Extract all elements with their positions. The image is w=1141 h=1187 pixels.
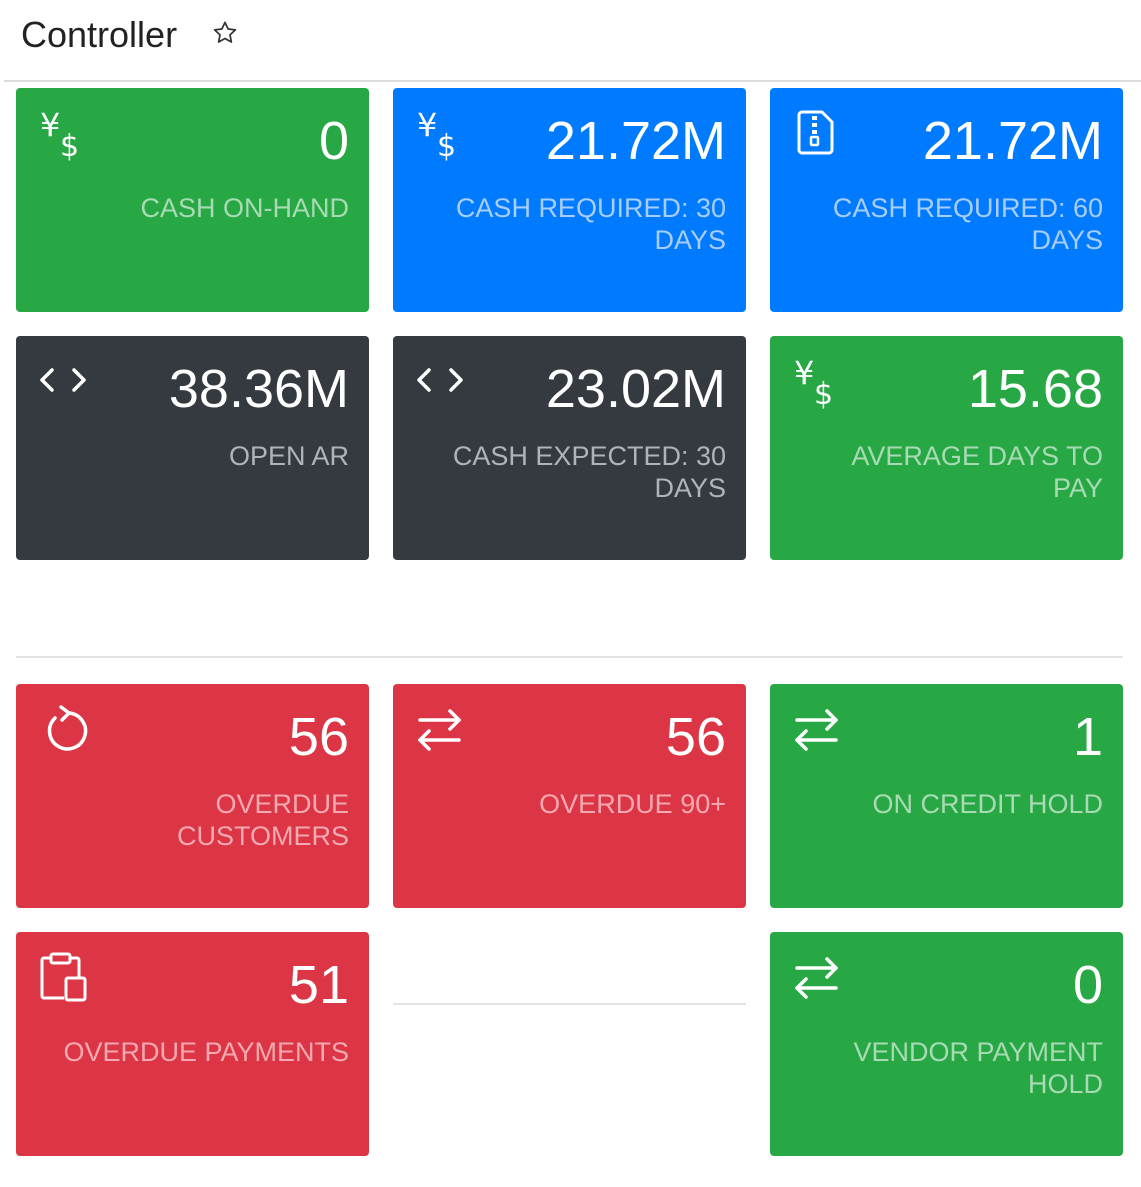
clipboard-icon xyxy=(40,952,87,1002)
tile-value: 21.72M xyxy=(545,111,726,171)
tile-value: 56 xyxy=(665,707,726,767)
tile-label: CASH REQUIRED: 60 DAYS xyxy=(832,193,1103,255)
refresh-icon xyxy=(47,705,88,751)
svg-text:¥: ¥ xyxy=(794,356,814,392)
star-icon[interactable] xyxy=(210,16,240,50)
tile-overdue-payments[interactable]: 51 OVERDUE PAYMENTS xyxy=(16,932,369,1156)
transfer-arrows-icon xyxy=(795,709,838,751)
page-header: Controller xyxy=(4,0,1141,82)
tile-value: 0 xyxy=(318,111,349,171)
transfer-arrows-icon xyxy=(795,957,838,999)
svg-text:$: $ xyxy=(60,129,79,162)
tile-label: CASH EXPECTED: 30 DAYS xyxy=(452,441,726,503)
tile-vendor-payment-hold[interactable]: 0 VENDOR PAYMENT HOLD xyxy=(770,932,1123,1156)
tile-cash-required-60[interactable]: 21.72M CASH REQUIRED: 60 DAYS xyxy=(770,88,1123,312)
tile-value: 1 xyxy=(1072,707,1103,767)
tile-cash-required-30[interactable]: ¥ $ 21.72M CASH REQUIRED: 30 DAYS xyxy=(393,88,746,312)
svg-text:$: $ xyxy=(437,129,456,162)
transfer-arrows-icon xyxy=(418,709,461,751)
tile-label: CASH REQUIRED: 30 DAYS xyxy=(455,193,726,255)
tile-value: 56 xyxy=(288,707,349,767)
tile-label: ON CREDIT HOLD xyxy=(872,789,1103,819)
tile-overdue-90[interactable]: 56 OVERDUE 90+ xyxy=(393,684,746,908)
tile-cash-on-hand[interactable]: ¥ $ 0 CASH ON-HAND xyxy=(16,88,369,312)
yen-dollar-icon: ¥ $ xyxy=(794,356,833,410)
section-divider xyxy=(16,656,1123,658)
tile-value: 15.68 xyxy=(967,359,1103,419)
tile-cash-expected-30[interactable]: 23.02M CASH EXPECTED: 30 DAYS xyxy=(393,336,746,560)
tile-average-days-to-pay[interactable]: ¥ $ 15.68 AVERAGE DAYS TO PAY xyxy=(770,336,1123,560)
svg-text:$: $ xyxy=(814,377,833,410)
tile-label: OVERDUE PAYMENTS xyxy=(63,1037,349,1067)
tile-label: OPEN AR xyxy=(228,441,349,471)
svg-text:¥: ¥ xyxy=(40,108,60,144)
tile-on-credit-hold[interactable]: 1 ON CREDIT HOLD xyxy=(770,684,1123,908)
yen-dollar-icon: ¥ $ xyxy=(40,108,79,162)
zip-file-icon xyxy=(797,110,834,155)
tile-open-ar[interactable]: 38.36M OPEN AR xyxy=(16,336,369,560)
tile-label: AVERAGE DAYS TO PAY xyxy=(851,441,1103,503)
tile-overdue-customers[interactable]: 56 OVERDUE CUSTOMERS xyxy=(16,684,369,908)
svg-text:¥: ¥ xyxy=(417,108,437,144)
code-icon xyxy=(417,368,463,392)
tile-label: OVERDUE CUSTOMERS xyxy=(176,789,349,851)
empty-slot-divider xyxy=(393,1003,746,1005)
tile-value: 38.36M xyxy=(168,359,349,419)
tile-value: 21.72M xyxy=(922,111,1103,171)
tile-label: CASH ON-HAND xyxy=(140,193,349,223)
page-title: Controller xyxy=(21,14,178,55)
tile-value: 51 xyxy=(288,955,349,1015)
tile-value: 0 xyxy=(1072,955,1103,1015)
tile-label: OVERDUE 90+ xyxy=(539,789,726,819)
code-icon xyxy=(40,368,86,392)
tile-label: VENDOR PAYMENT HOLD xyxy=(853,1037,1103,1099)
tile-value: 23.02M xyxy=(545,359,726,419)
yen-dollar-icon: ¥ $ xyxy=(417,108,456,162)
